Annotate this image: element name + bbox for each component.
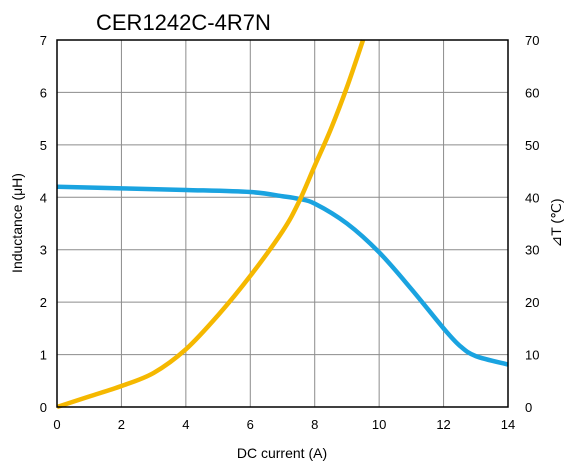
x-tick-label: 10 (372, 417, 386, 432)
x-tick-label: 0 (53, 417, 60, 432)
y-right-tick-label: 30 (525, 243, 539, 258)
temperature-rise-line (56, 39, 366, 410)
y-left-tick-label: 3 (40, 243, 47, 258)
x-tick-label: 2 (118, 417, 125, 432)
inductance-line (56, 184, 509, 367)
grid (57, 40, 508, 407)
chart-title: CER1242C-4R7N (96, 10, 271, 35)
plot-frame (56, 39, 509, 408)
y-left-tick-label: 5 (40, 138, 47, 153)
x-axis-label: DC current (A) (237, 445, 327, 461)
y-left-tick-label: 0 (40, 400, 47, 415)
x-tick-label: 12 (436, 417, 450, 432)
x-tick-label: 4 (182, 417, 189, 432)
y-left-tick-label: 2 (40, 295, 47, 310)
y-axis-left-label: Inductance (μH) (9, 173, 25, 273)
y-right-tick-label: 40 (525, 190, 539, 205)
y-left-tick-label: 1 (40, 348, 47, 363)
x-tick-label: 14 (501, 417, 515, 432)
y-right-tick-label: 50 (525, 138, 539, 153)
y-left-tick-label: 7 (40, 33, 47, 48)
y-right-tick-label: 60 (525, 85, 539, 100)
y-right-tick-label: 20 (525, 295, 539, 310)
x-tick-label: 6 (247, 417, 254, 432)
y-left-tick-label: 6 (40, 85, 47, 100)
y-right-tick-label: 70 (525, 33, 539, 48)
series-lines (56, 39, 509, 410)
y-right-tick-label: 0 (525, 400, 532, 415)
y-left-tick-label: 4 (40, 190, 47, 205)
x-tick-label: 8 (311, 417, 318, 432)
y-right-tick-label: 10 (525, 348, 539, 363)
y-axis-right-label: ⊿T (℃) (548, 199, 564, 248)
